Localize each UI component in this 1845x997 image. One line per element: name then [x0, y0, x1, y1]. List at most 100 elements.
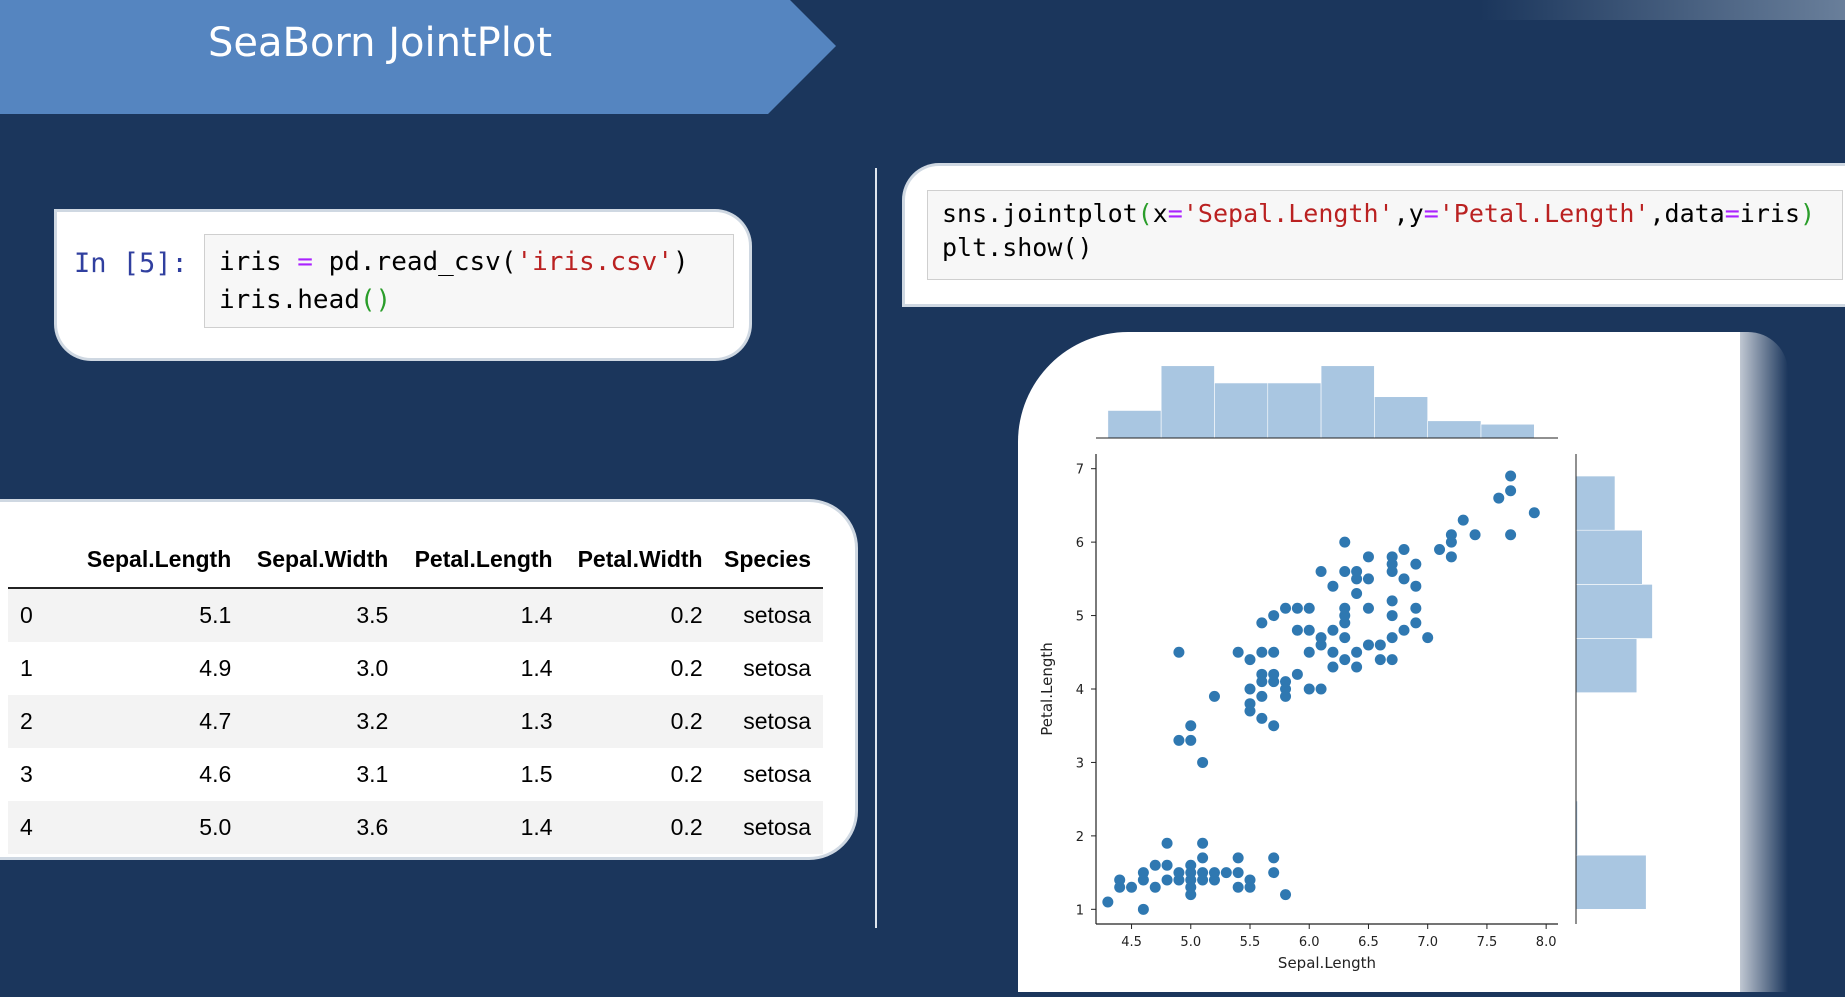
scatter-point: [1445, 551, 1457, 563]
scatter-point: [1374, 654, 1386, 666]
slide-title: SeaBorn JointPlot: [208, 20, 553, 66]
scatter-point: [1303, 646, 1315, 658]
scatter-point: [1126, 881, 1138, 893]
scatter-point: [1197, 867, 1209, 879]
y-tick-label: 3: [1076, 756, 1084, 771]
table-cell: 4.7: [72, 695, 244, 748]
scatter-point: [1410, 602, 1422, 614]
column-header: [8, 532, 72, 589]
scatter-point: [1410, 580, 1422, 592]
code-token: =: [1423, 199, 1439, 228]
code-token: plt.show(): [942, 233, 1093, 262]
scatter-point: [1339, 566, 1351, 577]
column-header: Sepal.Length: [72, 532, 244, 589]
table-cell: 0.2: [670, 655, 703, 681]
scatter-point: [1185, 859, 1197, 871]
scatter-point: [1280, 676, 1292, 688]
code-input[interactable]: iris = pd.read_csv('iris.csv') iris.head…: [204, 234, 734, 328]
scatter-point: [1232, 852, 1244, 864]
scatter-point: [1386, 610, 1398, 622]
scatter-point: [1161, 874, 1173, 886]
scatter-point: [1268, 867, 1280, 879]
scatter-point: [1386, 632, 1398, 644]
scatter-point: [1528, 507, 1540, 519]
scatter-point: [1410, 558, 1422, 570]
table-cell: 3.5: [243, 588, 401, 642]
scatter-point: [1303, 683, 1315, 695]
row-index: 3: [20, 761, 33, 787]
code-string: 'iris.csv': [516, 247, 673, 277]
scatter-point: [1362, 639, 1374, 651]
scatter-point: [1351, 588, 1363, 600]
scatter-point: [1173, 867, 1185, 879]
code-token: ,data: [1649, 199, 1725, 228]
code-token: (: [1137, 199, 1153, 228]
table-cell: 3.1: [356, 761, 389, 787]
cell-prompt: In [5]:: [74, 248, 188, 279]
scatter-point: [1469, 529, 1481, 541]
notebook-cell-read-csv: In [5]: iris = pd.read_csv('iris.csv') i…: [57, 212, 749, 358]
histogram-bar: [1575, 584, 1653, 639]
row-index: 4: [8, 801, 72, 854]
scatter-point: [1268, 646, 1280, 658]
scatter-point: [1398, 624, 1410, 636]
scatter-point: [1102, 896, 1114, 908]
table-cell: 4.9: [199, 655, 232, 681]
scatter-axes: 4.5 5.0 5.5 6.0 6.5 7.0 7.5 8.0 1 2 3 4 5 6 7: [1076, 454, 1558, 950]
scatter-point: [1327, 580, 1339, 592]
column-header: Species: [714, 532, 823, 589]
scatter-point: [1256, 617, 1268, 629]
table-cell: 3.0: [356, 655, 389, 681]
scatter-point: [1291, 602, 1303, 614]
scatter-point: [1197, 837, 1209, 849]
row-index: 0: [8, 588, 72, 642]
table-cell: 1.4: [400, 801, 565, 854]
x-tick-label: 4.5: [1121, 935, 1142, 950]
table-cell: 5.1: [72, 588, 244, 642]
table-cell: 3.6: [243, 801, 401, 854]
scatter-point: [1197, 756, 1209, 768]
scatter-point: [1339, 654, 1351, 666]
x-tick-label: 8.0: [1536, 935, 1557, 950]
histogram-bar: [1575, 854, 1647, 910]
scatter-point: [1386, 595, 1398, 607]
table-row: 3 4.6 3.1 1.5 0.2 setosa: [8, 748, 823, 801]
y-tick-label: 5: [1076, 610, 1084, 625]
table-cell: 1.4: [400, 588, 565, 642]
scatter-point: [1339, 536, 1351, 548]
code-token: =: [297, 247, 313, 277]
code-token: pd.read_csv(: [328, 247, 517, 277]
histogram-bar: [1374, 396, 1428, 439]
code-string: 'Petal.Length': [1438, 199, 1650, 228]
scatter-point: [1232, 881, 1244, 893]
scatter-point: [1457, 514, 1469, 526]
scatter-point: [1339, 602, 1351, 614]
table-cell: 0.2: [564, 588, 715, 642]
notebook-cell-jointplot: sns.jointplot(x='Sepal.Length',y='Petal.…: [905, 166, 1845, 304]
scatter-point: [1493, 492, 1505, 504]
scatter-point: [1268, 610, 1280, 622]
table-cell: 0.2: [564, 695, 715, 748]
vertical-divider: [875, 168, 877, 928]
y-tick-label: 6: [1076, 536, 1084, 551]
code-input[interactable]: sns.jointplot(x='Sepal.Length',y='Petal.…: [927, 190, 1843, 280]
x-tick-label: 5.5: [1240, 935, 1261, 950]
code-token: ): [672, 247, 689, 277]
histogram-bar: [1160, 365, 1215, 439]
scatter-point: [1208, 690, 1220, 702]
y-tick-label: 1: [1076, 903, 1084, 918]
scatter-point: [1185, 734, 1197, 746]
scatter-point: [1398, 543, 1410, 555]
y-axis-label: Petal.Length: [1038, 642, 1056, 736]
table-cell: setosa: [714, 695, 823, 748]
scatter-point: [1149, 859, 1161, 871]
scatter-point: [1244, 698, 1256, 710]
scatter-point: [1268, 852, 1280, 864]
scatter-point: [1114, 874, 1126, 886]
table-row: 2 4.7 3.2 1.3 0.2 setosa: [8, 695, 823, 748]
jointplot-output: 4.5 5.0 5.5 6.0 6.5 7.0 7.5 8.0 1 2 3 4 5 6 7 Sepal.Le…: [1018, 332, 1740, 992]
scatter-point: [1161, 859, 1173, 871]
scatter-point: [1268, 720, 1280, 732]
code-token: iris: [1739, 199, 1801, 228]
scatter-point: [1315, 566, 1327, 577]
